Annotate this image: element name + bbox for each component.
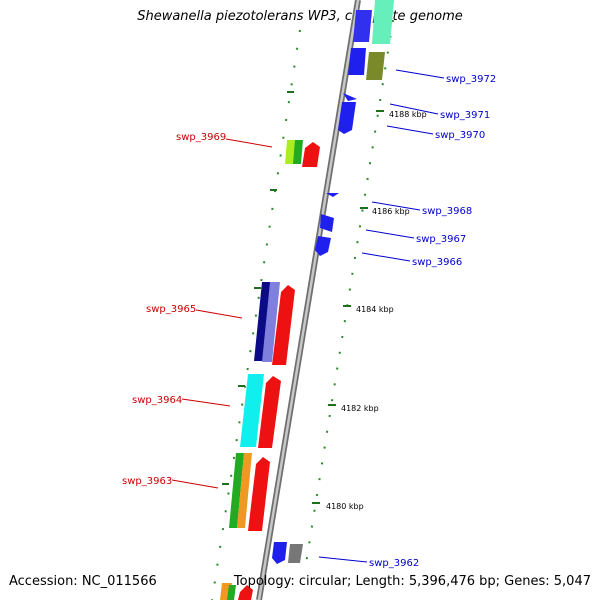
gene-arrow-swp3970 (338, 102, 356, 134)
genome-backbone (256, 0, 361, 600)
accession-text: Accession: NC_011566 (9, 574, 157, 589)
gene-block-swp3972-blue (348, 48, 366, 75)
gene-label-swp3970[interactable]: swp_3970 (435, 130, 485, 141)
topology-text: Topology: circular; Length: 5,396,476 bp… (233, 574, 591, 589)
gene-block-top-mint (372, 0, 394, 44)
gene-block-swp3963-green (229, 453, 244, 528)
gene-block-swp3972-olive (366, 52, 385, 80)
gene-label-swp3969[interactable]: swp_3969 (176, 132, 226, 143)
gene-block-bottom-green (227, 585, 236, 600)
gene-arrow-swp3968 (326, 193, 339, 197)
scale-label-4186: 4186 kbp (372, 207, 410, 216)
gene-arrow-bottom-red (238, 585, 253, 600)
forward-leader-lines (318, 69, 445, 563)
gene-label-swp3972[interactable]: swp_3972 (446, 74, 496, 85)
reverse-leader-lines (171, 138, 273, 489)
outer-guide-line (304, 19, 394, 571)
gene-features (220, 0, 394, 600)
inner-guide-line (211, 29, 301, 600)
gene-block-swp3965-navy (254, 282, 272, 361)
gene-arrow-swp3969 (302, 142, 320, 167)
gene-label-swp3968[interactable]: swp_3968 (422, 206, 472, 217)
gene-arrow-swp3971 (343, 93, 357, 101)
scale-label-4182: 4182 kbp (341, 404, 379, 413)
gene-block-swp3969-darkgreen (293, 140, 303, 164)
gene-label-swp3971[interactable]: swp_3971 (440, 110, 490, 121)
gene-label-swp3966[interactable]: swp_3966 (412, 257, 462, 268)
gene-arrow-swp3964 (258, 376, 281, 448)
scale-label-4188: 4188 kbp (389, 110, 427, 119)
gene-arrow-swp3965 (272, 285, 295, 365)
gene-arrow-swp3962 (272, 542, 287, 564)
scale-label-4184: 4184 kbp (356, 305, 394, 314)
gene-block-swp3964-cyan (240, 374, 264, 447)
gene-arrow-swp3966 (315, 236, 331, 256)
gene-block-swp3965-lilac (262, 282, 280, 362)
gene-label-swp3965[interactable]: swp_3965 (146, 304, 196, 315)
gene-label-swp3964[interactable]: swp_3964 (132, 395, 182, 406)
gene-label-swp3963[interactable]: swp_3963 (122, 476, 172, 487)
scale-ticks (222, 91, 384, 504)
gene-label-swp3967[interactable]: swp_3967 (416, 234, 466, 245)
gene-label-swp3962[interactable]: swp_3962 (369, 558, 419, 569)
gene-block-swp3963-orange (237, 453, 252, 528)
scale-label-4180: 4180 kbp (326, 502, 364, 511)
gene-arrow-swp3963 (248, 457, 270, 531)
gene-arrow-swp3967 (320, 214, 334, 232)
gene-block-top-blue (353, 10, 372, 42)
gene-block-swp3962-grey (288, 544, 303, 563)
